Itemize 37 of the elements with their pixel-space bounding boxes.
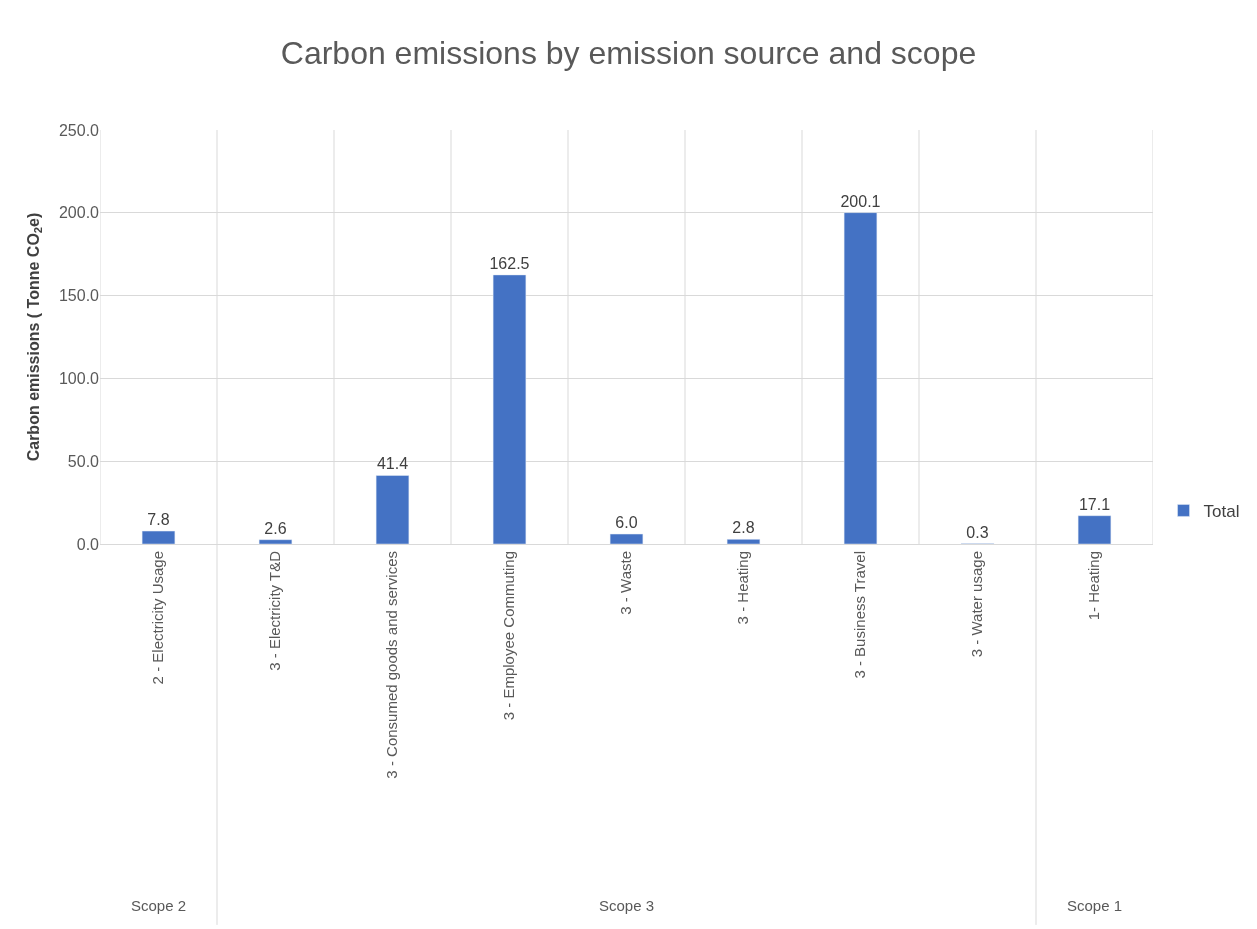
bar — [726, 539, 761, 544]
data-label: 2.6 — [264, 519, 287, 537]
x-tick-label: 3 - Business Travel — [851, 551, 869, 679]
x-tick-label: 3 - Heating — [734, 551, 752, 625]
y-tick-label: 150.0 — [58, 287, 100, 305]
x-tick-label: 1- Heating — [1085, 551, 1103, 621]
text: Scope 2 — [131, 897, 187, 914]
text: Scope 1 — [1067, 897, 1123, 914]
bar — [375, 475, 410, 544]
y-tick-label: 0.0 — [76, 535, 100, 553]
data-label: 0.3 — [966, 523, 989, 541]
y-tick-label: 100.0 — [58, 370, 100, 387]
bar — [258, 539, 293, 544]
bar — [141, 530, 176, 544]
bar — [492, 274, 527, 544]
y-tick-label: 50.0 — [67, 452, 100, 470]
data-label: 6.0 — [615, 514, 638, 532]
y-tick-label: 250.0 — [58, 121, 100, 139]
data-label: 17.1 — [1078, 495, 1111, 513]
y-tick-label: 200.0 — [58, 204, 100, 222]
data-label: 162.5 — [489, 254, 530, 272]
chart-title: Carbon emissions by emission source and scope — [280, 35, 977, 72]
x-tick-label: 2 - Electricity Usage — [149, 551, 167, 685]
x-tick-label: 3 - Electricity T&D — [266, 550, 284, 671]
bar — [1077, 515, 1112, 544]
data-label: 2.8 — [732, 519, 755, 537]
data-label: 200.1 — [840, 192, 881, 210]
x-tick-label: 3 - Waste — [617, 551, 635, 615]
data-label: 7.8 — [147, 511, 170, 529]
x-tick-label: 3 - Water usage — [968, 551, 986, 658]
text: Scope 3 — [599, 897, 655, 914]
legend-label: Total — [1203, 502, 1240, 522]
x-tick-label: 3 - Consumed goods and services — [383, 551, 401, 779]
bar — [609, 533, 644, 544]
data-label: 41.4 — [376, 455, 409, 473]
bar — [843, 212, 878, 544]
x-tick-label: 3 - Employee Commuting — [500, 551, 518, 721]
